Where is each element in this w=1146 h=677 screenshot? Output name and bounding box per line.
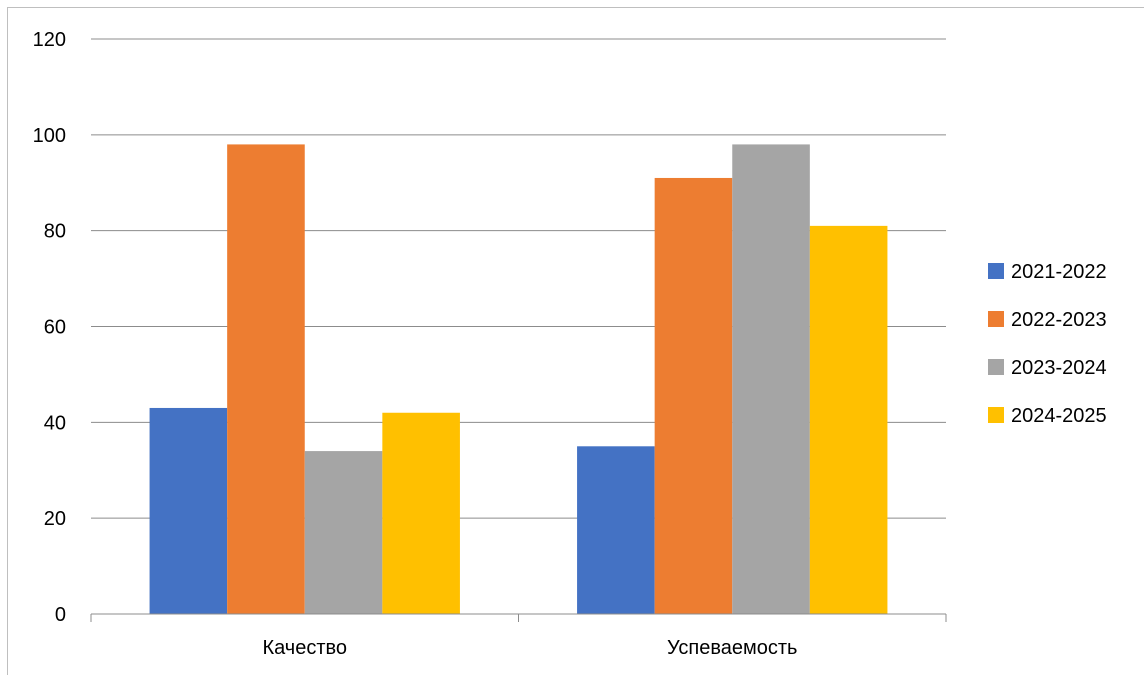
bar-2023-2024-Успеваемость (732, 144, 810, 614)
bar-2022-2023-Успеваемость (654, 177, 733, 615)
y-tick-label: 40 (44, 412, 66, 434)
chart-frame (7, 7, 1144, 675)
legend-label: 2022-2023 (1011, 309, 1107, 331)
y-tick-label: 0 (55, 604, 66, 626)
legend-swatch (988, 263, 1004, 279)
legend-label: 2021-2022 (1011, 261, 1107, 283)
y-tick-label: 120 (33, 29, 66, 51)
bar-2022-2023-Качество (227, 144, 305, 614)
legend-label: 2024-2025 (1011, 405, 1107, 427)
legend-swatch (988, 311, 1004, 327)
bar-2024-2025-Качество (382, 412, 460, 614)
y-tick-label: 100 (33, 125, 66, 147)
axes: 0 20 40 60 80 100 120 Качество Успеваемость (33, 29, 947, 659)
bar-2021-2022-Качество (149, 407, 228, 614)
y-tick-label: 80 (44, 221, 66, 243)
bars (149, 144, 888, 615)
x-category-label: Качество (262, 637, 347, 659)
legend-swatch (988, 359, 1004, 375)
y-tick-label: 60 (44, 317, 66, 339)
bar-2024-2025-Успеваемость (809, 225, 888, 614)
bar-2023-2024-Качество (304, 451, 383, 614)
x-category-label: Успеваемость (667, 637, 797, 659)
legend-swatch (988, 407, 1004, 423)
legend: 2021-2022 2022-2023 2023-2024 2024-2025 (988, 261, 1107, 427)
y-tick-label: 20 (44, 508, 66, 530)
bar-2021-2022-Успеваемость (577, 446, 655, 614)
legend-label: 2023-2024 (1011, 357, 1107, 379)
